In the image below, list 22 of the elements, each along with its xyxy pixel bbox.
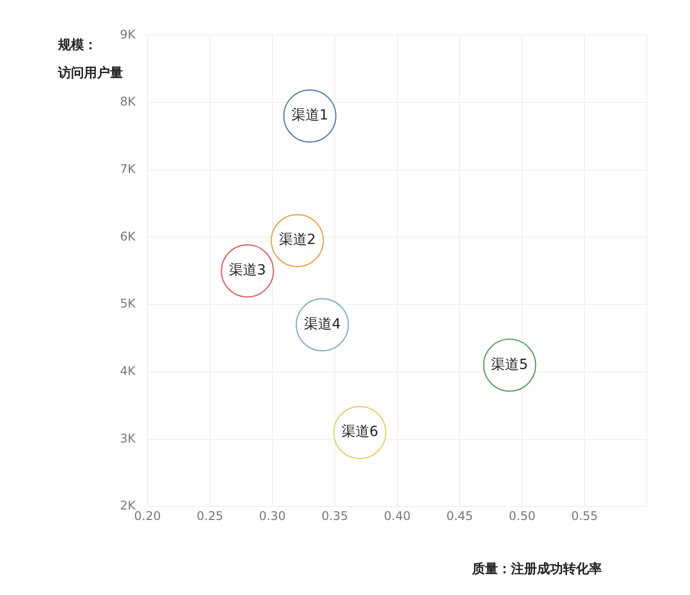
y-tick-label: 5K <box>120 296 137 311</box>
x-tick-label: 0.30 <box>259 508 286 523</box>
y-tick-label: 6K <box>120 229 137 244</box>
y-tick-label: 7K <box>120 162 137 176</box>
x-tick-label: 0.25 <box>196 508 224 523</box>
y-tick-label: 2K <box>120 498 137 513</box>
x-tick-label: 0.20 <box>134 508 161 523</box>
y-tick-label: 4K <box>120 364 137 378</box>
x-tick-label: 0.45 <box>446 508 474 523</box>
series-label: 渠道3 <box>228 262 266 279</box>
x-tick-label: 0.50 <box>508 508 536 523</box>
x-axis-title: 质量：注册成功转化率 <box>472 560 602 578</box>
x-tick-label: 0.40 <box>384 508 411 523</box>
series-label: 渠道1 <box>291 108 328 124</box>
series-label: 渠道4 <box>304 316 341 332</box>
series-label: 渠道6 <box>341 424 378 440</box>
x-tick-label: 0.35 <box>321 508 348 523</box>
x-tick-label: 0.55 <box>571 508 598 523</box>
y-tick-label: 3K <box>120 431 137 446</box>
series-label: 渠道2 <box>278 232 316 248</box>
y-tick-label: 8K <box>120 94 137 109</box>
series-label: 渠道5 <box>491 356 528 373</box>
